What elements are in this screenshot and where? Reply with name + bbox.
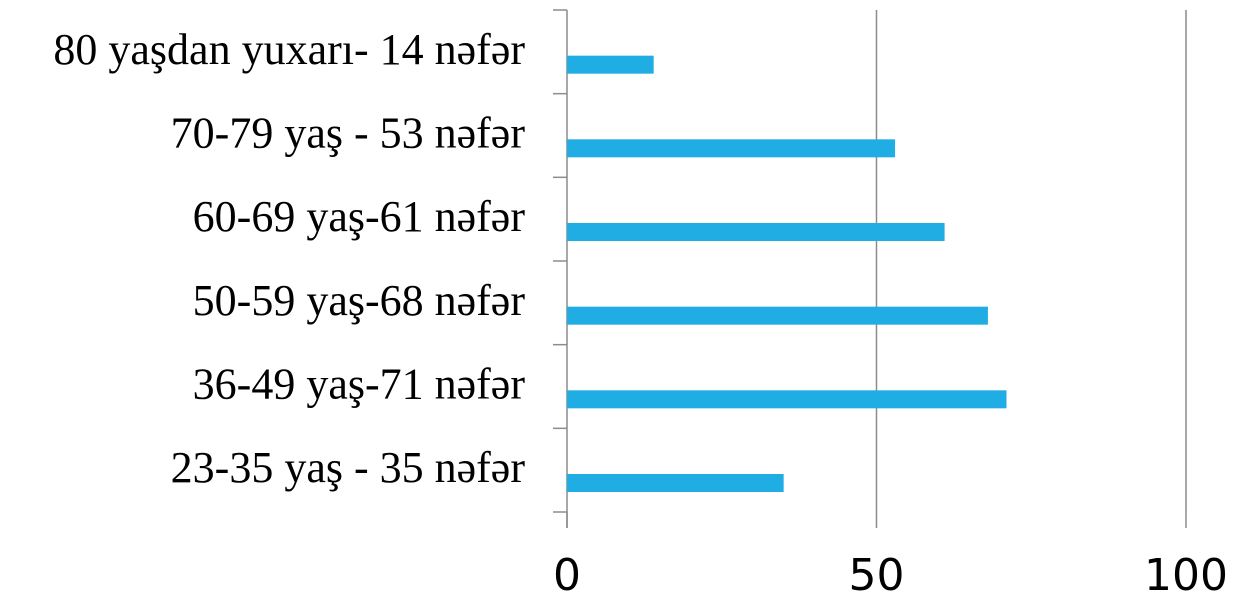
x-tick-label: 100 [1144,550,1228,601]
bar [567,390,1007,409]
category-label: 23-35 yaş - 35 nəfər [171,443,526,492]
bars [567,55,1007,492]
bar [567,223,945,241]
x-tick-label: 0 [553,550,581,601]
x-tick-label: 50 [849,550,905,601]
x-tick-labels: 0 50 100 [553,550,1228,601]
category-label: 70-79 yaş - 53 nəfər [171,109,526,158]
category-label: 60-69 yaş-61 nəfər [193,192,526,241]
bar [567,474,784,492]
bar [567,55,654,74]
bar [567,139,896,158]
bar [567,306,988,325]
category-labels: 23-35 yaş - 35 nəfər 36-49 yaş-71 nəfər 50… [53,25,525,492]
y-axis [553,9,1187,528]
category-label: 36-49 yaş-71 nəfər [193,360,526,409]
category-label: 50-59 yaş-68 nəfər [193,276,526,325]
category-label: 80 yaşdan yuxarı- 14 nəfər [53,25,525,74]
gridlines [875,10,1187,512]
